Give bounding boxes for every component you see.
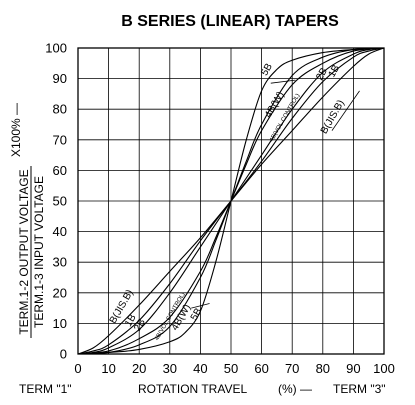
y-tick-labels: 0 10 20 30 40 50 60 70 80 90 100 [45,41,67,362]
x-tick-label: 0 [74,361,81,376]
x-axis-label: ROTATION TRAVEL [138,382,247,396]
chart-title: B SERIES (LINEAR) TAPERS [121,13,339,30]
x-tick-label: 40 [193,361,207,376]
x-tick-labels: 0 10 20 30 40 50 60 70 80 90 100 [74,361,394,376]
x-tick-label: 70 [285,361,299,376]
y-axis-unit-group: X100% — [9,103,23,157]
x-tick-label: 80 [316,361,330,376]
curve-label: 5B [189,306,205,322]
y-tick-label: 0 [60,347,67,362]
x-tick-label: 100 [373,361,395,376]
x-tick-label: 20 [132,361,146,376]
y-tick-label: 100 [45,41,67,56]
leader-line [270,79,296,84]
y-tick-label: 20 [53,285,67,300]
curve-label: 5B [259,61,275,77]
leader-line [191,303,210,309]
x-tick-label: 90 [346,361,360,376]
y-tick-label: 30 [53,255,67,270]
y-tick-label: 10 [53,316,67,331]
y-tick-label: 50 [53,194,67,209]
y-tick-label: 70 [53,132,67,147]
leader-line [331,90,360,131]
y-tick-label: 80 [53,102,67,117]
x-tick-label: 10 [101,361,115,376]
y-axis-label-group: TERM.1-2 OUTPUT VOLTAGE TERM.1-3 INPUT V… [17,166,46,338]
x-tick-label: 30 [163,361,177,376]
y-tick-label: 60 [53,163,67,178]
x-tick-label: 60 [254,361,268,376]
curve-label: 2B [132,317,148,333]
y-axis-label-denominator: TERM.1-3 INPUT VOLTAGE [32,176,46,328]
x-axis-left-label: TERM "1" [19,382,72,396]
y-tick-label: 90 [53,71,67,86]
plot-frame [77,47,385,355]
y-tick-label: 40 [53,224,67,239]
label-leaders [191,79,360,309]
x-axis-unit: (%) — [278,382,312,396]
x-tick-label: 50 [224,361,238,376]
y-axis-unit: X100% — [9,103,23,157]
series-curves [77,47,385,355]
y-axis-label-numerator: TERM.1-2 OUTPUT VOLTAGE [17,169,31,334]
curve-label: 1B [327,63,343,79]
series-curve-6 [77,47,385,355]
curve-label: 2B [314,66,330,82]
x-axis-right-label: TERM "3" [333,382,386,396]
curve-label: 1B [123,312,139,328]
